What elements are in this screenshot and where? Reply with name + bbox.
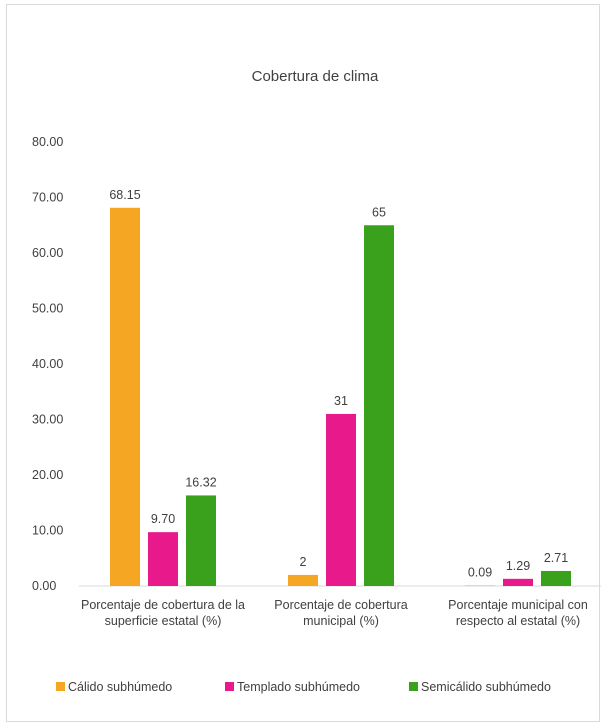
bar bbox=[186, 495, 216, 586]
x-axis-categories: Porcentaje de cobertura de la superficie … bbox=[81, 598, 588, 628]
y-axis: 0.00 10.00 20.00 30.00 40.00 50.00 60.00 70.00 8… bbox=[32, 135, 63, 593]
x-tick-label: Porcentaje de cobertura bbox=[274, 598, 407, 612]
x-tick-label: respecto al estatal (%) bbox=[456, 614, 580, 628]
bar bbox=[288, 574, 318, 586]
data-label: 31 bbox=[334, 394, 348, 408]
bar bbox=[364, 225, 394, 586]
bars bbox=[110, 207, 571, 586]
data-label: 0.09 bbox=[468, 566, 492, 580]
y-tick-label: 0.00 bbox=[32, 579, 56, 593]
y-tick-label: 60.00 bbox=[32, 246, 63, 260]
y-tick-label: 80.00 bbox=[32, 135, 63, 149]
data-label: 16.32 bbox=[185, 475, 216, 489]
y-tick-label: 40.00 bbox=[32, 357, 63, 371]
bar bbox=[503, 578, 533, 586]
data-label: 1.29 bbox=[506, 559, 530, 573]
bar-chart: Cobertura de clima 0.00 10.00 20.00 30.00 40… bbox=[32, 68, 601, 694]
chart-frame: Cobertura de clima 0.00 10.00 20.00 30.00 40… bbox=[6, 4, 601, 722]
data-label: 9.70 bbox=[151, 512, 175, 526]
bar bbox=[110, 207, 140, 586]
bar bbox=[326, 413, 356, 586]
x-tick-label: Porcentaje municipal con bbox=[448, 598, 588, 612]
legend-swatch bbox=[409, 682, 418, 691]
x-tick-label: municipal (%) bbox=[303, 614, 379, 628]
legend-label: Templado subhúmedo bbox=[237, 680, 360, 694]
y-tick-label: 30.00 bbox=[32, 413, 63, 427]
legend-swatch bbox=[56, 682, 65, 691]
x-tick-label: superficie estatal (%) bbox=[105, 614, 222, 628]
data-label: 2 bbox=[300, 555, 307, 569]
bar bbox=[148, 532, 178, 586]
bar bbox=[541, 570, 571, 586]
data-labels: 68.15 9.70 16.32 2 31 65 0.09 1.29 2.71 bbox=[109, 188, 568, 580]
legend-swatch bbox=[225, 682, 234, 691]
data-label: 2.71 bbox=[544, 551, 568, 565]
y-tick-label: 50.00 bbox=[32, 302, 63, 316]
chart-title: Cobertura de clima bbox=[252, 68, 379, 85]
legend-label: Cálido subhúmedo bbox=[68, 680, 172, 694]
legend: Cálido subhúmedo Templado subhúmedo Semicá… bbox=[56, 680, 551, 694]
legend-label: Semicálido subhúmedo bbox=[421, 680, 551, 694]
y-tick-label: 10.00 bbox=[32, 524, 63, 538]
y-tick-label: 20.00 bbox=[32, 468, 63, 482]
x-tick-label: Porcentaje de cobertura de la bbox=[81, 598, 245, 612]
y-tick-label: 70.00 bbox=[32, 191, 63, 205]
data-label: 68.15 bbox=[109, 188, 140, 202]
data-label: 65 bbox=[372, 205, 386, 219]
